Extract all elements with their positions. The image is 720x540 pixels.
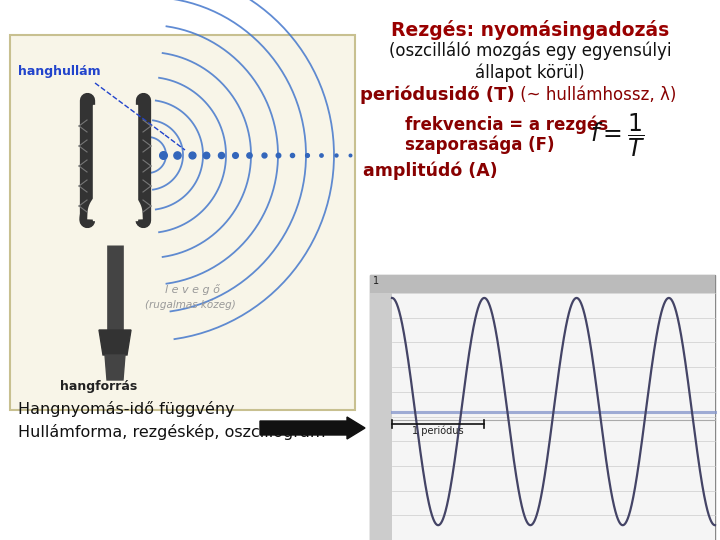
Text: periódusidő (T): periódusidő (T) — [360, 86, 515, 105]
Polygon shape — [105, 355, 125, 380]
Polygon shape — [99, 330, 131, 355]
Bar — [370, 293, 392, 540]
Bar — [392, 293, 715, 540]
Text: hanghullám: hanghullám — [18, 65, 101, 78]
Text: 1 periódus: 1 periódus — [413, 426, 464, 436]
Bar — [10, 35, 355, 410]
Text: szaporasága (F): szaporasága (F) — [405, 135, 554, 153]
Text: állapot körül): állapot körül) — [475, 63, 585, 82]
Text: (rugalmas közeg): (rugalmas közeg) — [145, 300, 235, 310]
Text: amplitúdó (A): amplitúdó (A) — [363, 162, 498, 180]
Text: 1: 1 — [373, 276, 379, 286]
FancyArrow shape — [260, 417, 365, 439]
Bar — [370, 275, 715, 293]
Text: frekvencia = a rezgés: frekvencia = a rezgés — [405, 115, 608, 133]
Text: $f = \dfrac{1}{T}$: $f = \dfrac{1}{T}$ — [590, 112, 646, 159]
Text: Hangnyomás-idő függvény: Hangnyomás-idő függvény — [18, 401, 235, 417]
Text: (oszcilláló mozgás egy egyensúlyi: (oszcilláló mozgás egy egyensúlyi — [389, 42, 671, 60]
Bar — [370, 275, 715, 540]
Text: Hullámforma, rezgéskép, oszcillogram: Hullámforma, rezgéskép, oszcillogram — [18, 424, 325, 440]
Text: Rezgés: nyomásingadozás: Rezgés: nyomásingadozás — [391, 20, 669, 40]
Text: l e v e g ő: l e v e g ő — [165, 284, 220, 295]
Text: hangforrás: hangforrás — [60, 380, 138, 393]
Text: (~ hullámhossz, λ): (~ hullámhossz, λ) — [515, 86, 676, 104]
